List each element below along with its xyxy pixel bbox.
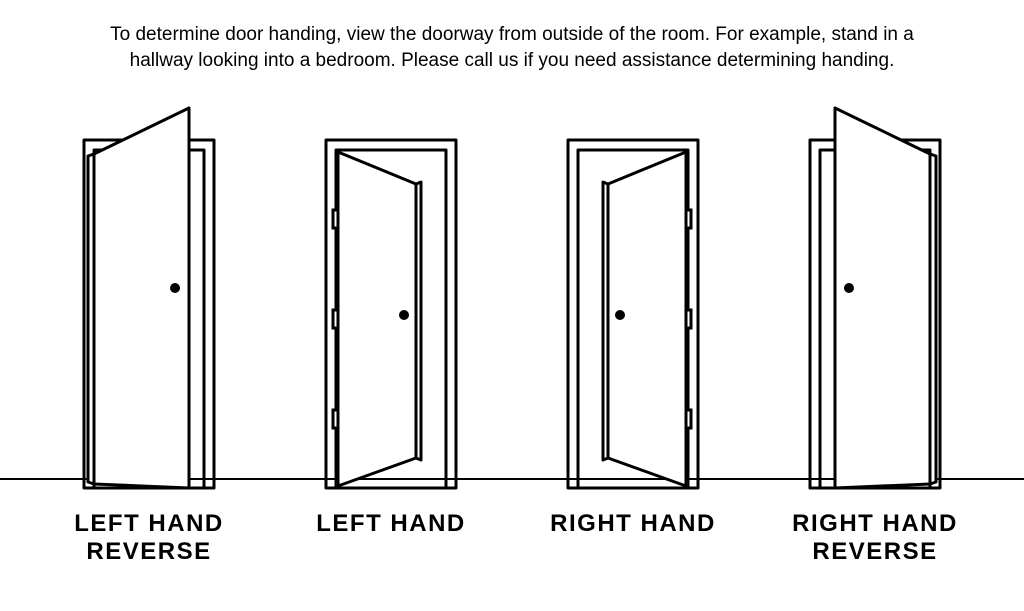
door-handing-diagram: To determine door handing, view the door… [0,0,1024,611]
door-svg-lh-reverse [49,100,249,490]
label-rh: RIGHT HAND [533,510,733,565]
label-lh-reverse: LEFT HAND REVERSE [49,510,249,565]
label-rh-reverse: RIGHT HAND REVERSE [775,510,975,565]
door-svg-rh [533,100,733,490]
door-svg-lh [291,100,491,490]
door-rh-reverse [775,100,975,490]
labels-row: LEFT HAND REVERSE LEFT HAND RIGHT HAND R… [0,510,1024,565]
doors-row [0,90,1024,490]
door-lh-reverse [49,100,249,490]
label-lh: LEFT HAND [291,510,491,565]
instruction-text: To determine door handing, view the door… [80,22,944,73]
door-lh [291,100,491,490]
door-svg-rh-reverse [775,100,975,490]
door-rh [533,100,733,490]
